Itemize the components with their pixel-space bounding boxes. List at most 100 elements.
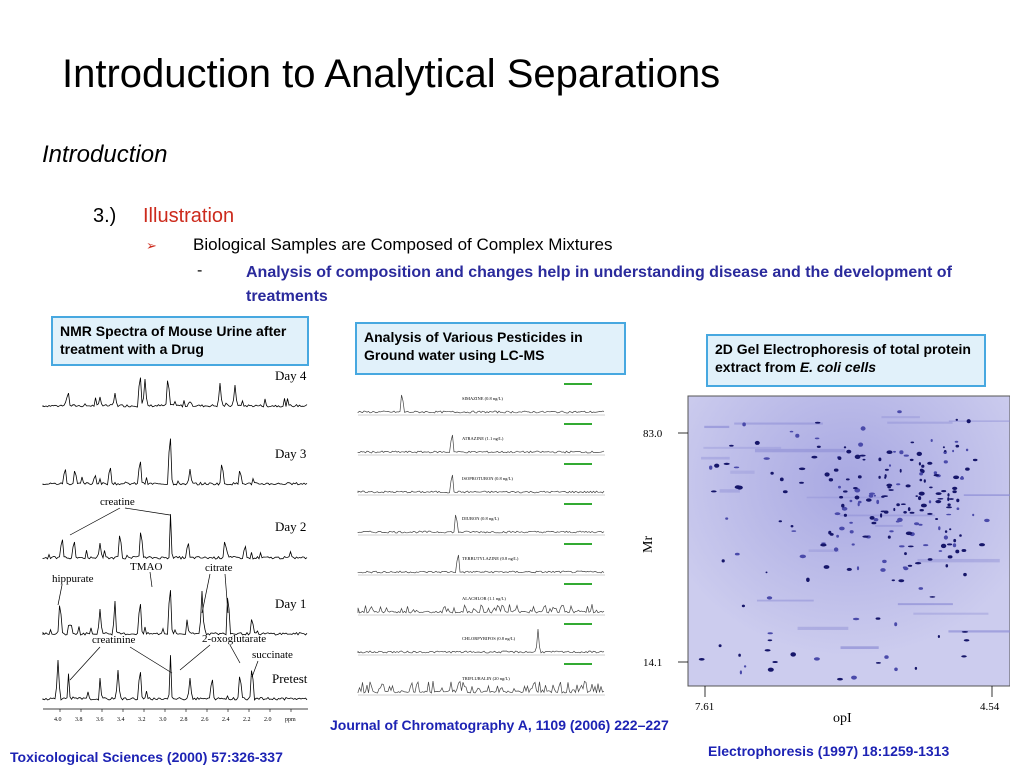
gel-spot [953,475,960,480]
sub-bullet-text: Analysis of composition and changes help… [246,264,952,305]
gel-spot [852,617,860,621]
nmr-trace [42,655,308,701]
lcms-mrm-marker [564,583,592,585]
gel-spot [813,657,820,661]
gel-spot [937,635,940,638]
gel-spot [791,530,797,532]
gel-spot [921,464,925,468]
gel-spot [766,596,773,600]
gel-spot [875,617,881,620]
gel-spot [795,433,800,438]
gel-spot [972,458,978,462]
gel-spot [918,462,921,466]
lcms-compound-label: ATRAZINE (1.1 ng/L) [462,436,504,441]
gel-spot [741,604,745,608]
gel-spot [944,530,948,533]
gel-spot [955,444,960,448]
gel-spot [721,559,725,563]
gel-spot [929,596,936,598]
gel-spot [729,444,734,447]
gel-spot [953,538,957,543]
lcms-compound-label: ISOPROTURON (0.8 ng/L) [462,476,513,481]
gel-spot [933,471,938,475]
gel-spot [778,520,782,523]
gel-spot [923,479,926,483]
gel-spot [738,653,741,657]
gel-spot [814,437,820,440]
gel-spot [837,677,843,681]
lcms-trace [357,474,605,494]
gel-spot [903,511,907,514]
lcms-compound-label: TRIFLURALIN (20 ng/L) [462,676,510,681]
gel-streak [719,489,740,493]
gel-spot [919,472,923,476]
lcms-compound-label: SIMAZINE (0.8 ng/L) [462,396,503,401]
gel-streak [875,524,903,527]
nmr-axis-tick-label: ppm [285,717,296,723]
gel-spot [904,552,907,556]
gel-spot [851,675,857,680]
gel-spot [881,495,888,497]
gel-streak [701,456,730,460]
gel-spot [811,455,818,459]
nmr-ann-succinate: succinate [252,649,293,661]
gel-spot [963,572,967,577]
gel-spot [966,419,971,424]
nmr-axis-tick-label: 2.2 [243,717,251,723]
gel-spot [965,467,970,471]
gel-spot [767,667,774,672]
gel-spot [718,644,722,648]
gel-spot [943,451,947,454]
gel-spot [984,518,990,523]
gel-spot [918,587,924,590]
lcms-compound-label: CHLORPYRIFOS (0.8 ng/L) [462,636,516,641]
gel-spot [935,492,942,495]
gel-spot-group [698,410,990,681]
gel-spot [846,449,852,454]
gel-spot [948,498,954,500]
gel-spot [772,661,778,663]
lcms-compound-label: ALACHLOR (1.1 ng/L) [462,596,506,601]
gel-spot [859,454,866,457]
lcms-chromatogram-figure: SIMAZINE (0.8 ng/L) ATRAZINE (1.1 ng/L) IS… [357,383,605,696]
gel-spot [894,622,898,627]
lcms-mrm-marker [564,663,592,665]
gel-spot [884,468,889,471]
gel-spot [954,440,959,443]
gel-spot [888,464,892,467]
lcms-trace [357,680,605,694]
gel-spot [927,558,933,561]
gel-spot [828,530,832,535]
gel-spot [734,552,740,556]
gel-spot [894,667,898,672]
gel-spot [836,534,839,538]
gel-spot [961,549,967,552]
gel-spot [928,500,932,504]
gel-spot [833,468,839,472]
gel-spot [915,562,922,565]
gel-spot [893,450,896,453]
gel-streak [808,549,839,552]
gel-streak [730,470,755,474]
gel-spot [833,547,839,552]
gel-spot [839,495,844,499]
gel-spot [710,490,717,493]
lcms-compound-labels: SIMAZINE (0.8 ng/L) ATRAZINE (1.1 ng/L) IS… [462,383,592,681]
nmr-ann-creatinine: creatinine [92,634,135,646]
gel-spot [972,513,975,517]
lcms-compound-label: TERBUTYLAZINE (0.8 ng/L) [462,556,519,561]
gel-spot [743,665,747,668]
gel-spot [938,526,941,531]
gel-streak [806,496,883,499]
gel-spot [725,517,729,520]
gel-spot [891,579,895,582]
gel-spot [823,565,830,569]
gel-spot [955,549,960,554]
gel-spot [886,483,893,487]
gel-spot [764,649,771,652]
gel-spot [920,503,927,508]
gel-spot [919,509,924,512]
gel-spot [871,521,877,525]
gel-spot [841,503,845,508]
gel-spot [952,486,958,490]
